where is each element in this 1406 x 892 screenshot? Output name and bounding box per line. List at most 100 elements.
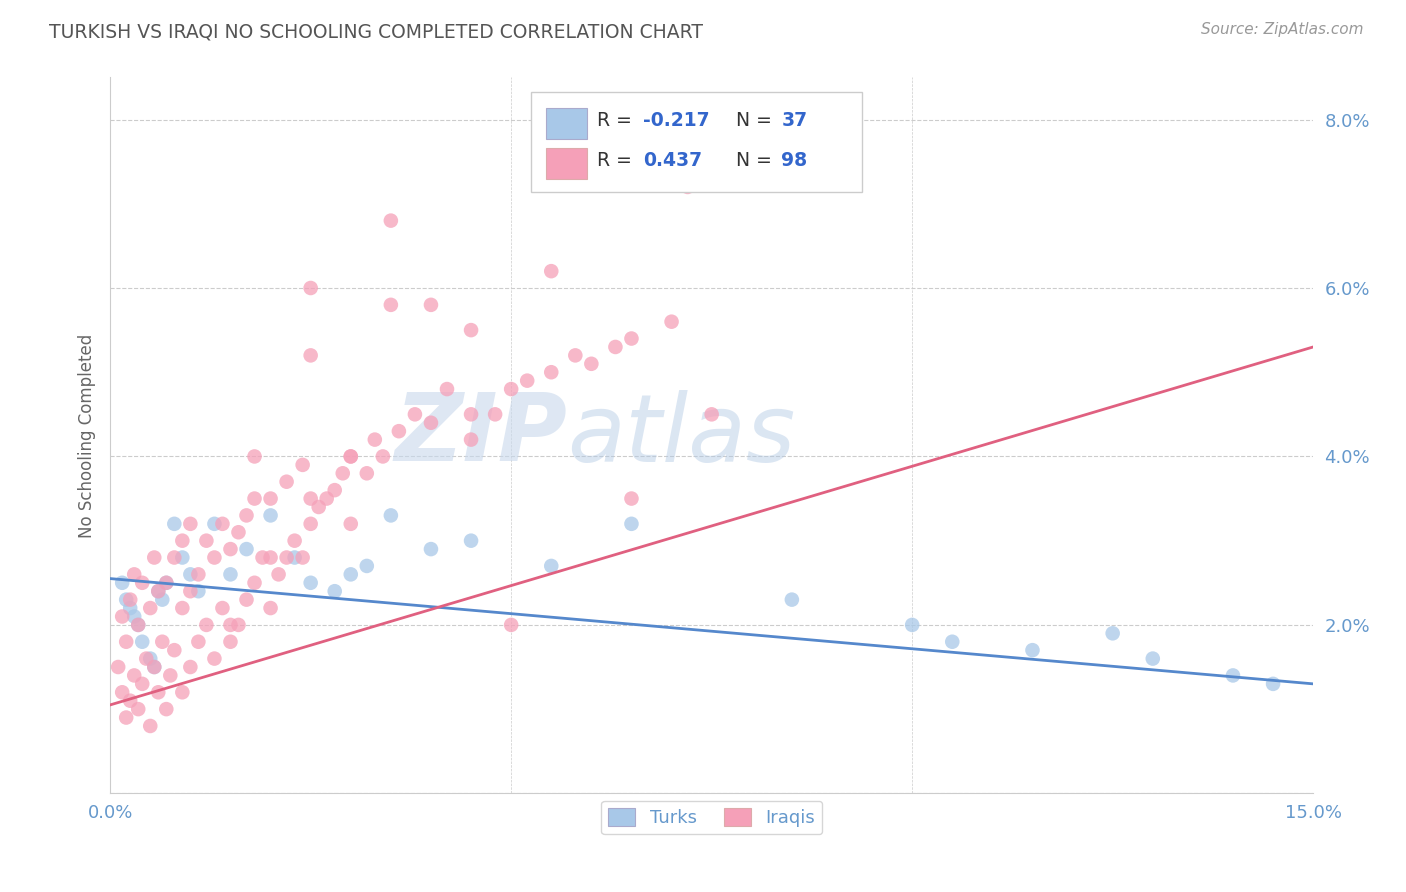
Point [276,475,298,489]
Point [115,634,138,648]
Point [159,668,181,682]
Point [308,500,330,514]
Point [107,660,129,674]
Text: 37: 37 [782,111,807,130]
Point [143,660,166,674]
Text: atlas: atlas [567,390,796,481]
Point [460,433,482,447]
Point [1142,651,1164,665]
Text: -0.217: -0.217 [643,111,710,130]
Point [420,542,443,557]
Point [380,298,402,312]
Point [235,592,257,607]
Point [661,315,683,329]
Point [172,685,194,699]
Point [195,533,218,548]
Point [299,575,322,590]
Point [380,508,402,523]
Point [315,491,337,506]
Point [420,416,443,430]
Point [120,694,142,708]
Point [204,550,226,565]
Point [339,516,361,531]
Point [131,634,153,648]
Point [676,180,699,194]
Point [219,618,242,632]
Point [150,634,173,648]
Point [291,550,314,565]
Point [460,408,482,422]
Point [228,525,250,540]
FancyBboxPatch shape [546,108,586,139]
Point [235,508,257,523]
Point [122,609,145,624]
Point [179,584,201,599]
Point [564,348,586,362]
Text: ZIP: ZIP [395,390,567,482]
Point [111,575,134,590]
Point [460,323,482,337]
Point [143,550,166,565]
Point [243,491,266,506]
Point [187,567,209,582]
Point [356,558,378,573]
Point [501,618,523,632]
Point [139,719,162,733]
Text: R =: R = [598,111,638,130]
Point [135,651,157,665]
Point [259,601,281,615]
Point [299,348,322,362]
Point [501,382,523,396]
Point [243,575,266,590]
Point [388,424,411,438]
Point [484,408,506,422]
Point [211,601,233,615]
Point [299,491,322,506]
Point [204,516,226,531]
Text: TURKISH VS IRAQI NO SCHOOLING COMPLETED CORRELATION CHART: TURKISH VS IRAQI NO SCHOOLING COMPLETED … [49,22,703,41]
Point [1222,668,1244,682]
Point [155,575,177,590]
Point [460,533,482,548]
Point [780,592,803,607]
Point [187,634,209,648]
Point [299,516,322,531]
Point [284,533,307,548]
Point [122,567,145,582]
Point [131,677,153,691]
Text: 0.437: 0.437 [643,151,702,170]
Point [150,592,173,607]
Point [148,584,170,599]
Point [259,508,281,523]
Point [172,533,194,548]
Point [259,491,281,506]
Point [195,618,218,632]
Point [127,618,149,632]
Point [332,467,354,481]
Point [267,567,290,582]
Point [148,685,170,699]
Point [371,450,394,464]
Point [901,618,924,632]
Point [581,357,603,371]
Point [163,516,186,531]
Point [219,567,242,582]
Point [143,660,166,674]
Point [179,660,201,674]
Point [339,567,361,582]
Text: N =: N = [735,111,778,130]
Point [139,651,162,665]
Point [172,550,194,565]
Point [404,408,426,422]
Point [1021,643,1043,657]
Point [155,702,177,716]
Y-axis label: No Schooling Completed: No Schooling Completed [79,334,96,538]
Point [115,710,138,724]
Point [131,575,153,590]
FancyBboxPatch shape [546,148,586,179]
Point [163,643,186,657]
Text: N =: N = [735,151,778,170]
Point [120,601,142,615]
Point [323,483,346,497]
Point [120,592,142,607]
